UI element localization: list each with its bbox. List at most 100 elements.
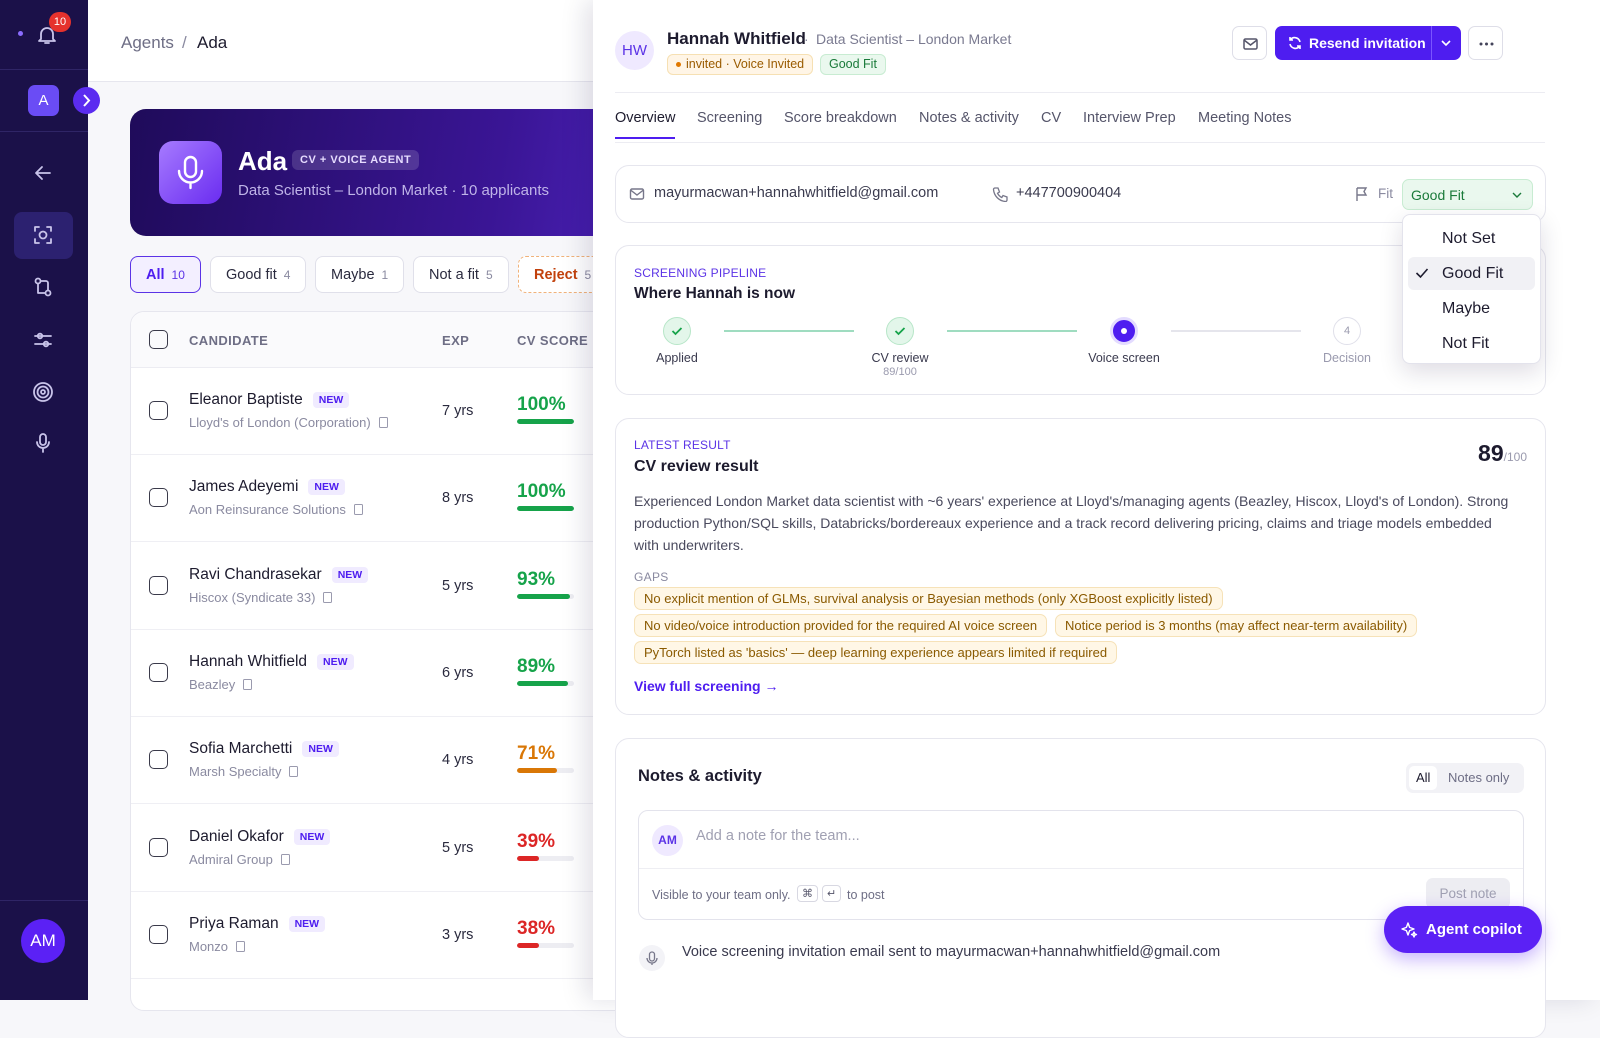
candidate-name: Daniel Okafor (189, 827, 284, 845)
new-badge: NEW (331, 566, 369, 583)
score-bar (517, 768, 558, 774)
name-line: Hannah Whitfield NEW (189, 653, 354, 671)
post-note-button[interactable]: Post note (1426, 878, 1510, 909)
note-input[interactable]: Add a note for the team... (696, 828, 860, 844)
filter-notes-only[interactable]: Notes only (1448, 770, 1510, 785)
table-row[interactable]: Ravi Chandrasekar NEW Hiscox (Syndicate 33… (131, 543, 631, 630)
logo-dot (18, 31, 23, 36)
candidate-name: Sofia Marchetti (189, 740, 293, 758)
score: 89 (1478, 440, 1504, 466)
pipeline-steps: Applied CV review 89/100 Voice screen 4 Decis… (616, 306, 1547, 386)
composer-avatar: AM (652, 825, 683, 856)
filter-all[interactable]: All (1409, 766, 1438, 790)
voice-icon[interactable] (32, 432, 54, 454)
email[interactable]: mayurmacwan+hannahwhitfield@gmail.com (654, 185, 939, 201)
screening-icon[interactable] (32, 224, 54, 246)
filter-button[interactable]: Not a fit 5 (413, 256, 509, 293)
step-dot (886, 317, 914, 345)
step-dot (1110, 317, 1138, 345)
copilot-button[interactable]: Agent copilot (1384, 906, 1542, 953)
copilot-label: Agent copilot (1426, 921, 1522, 938)
cv-icon (280, 853, 290, 865)
filter-bar: All 10 Good fit 4 Maybe 1 Not a fit 5 Reject 5 (130, 256, 610, 294)
table-row[interactable]: Priya Raman NEW Monzo 3 yrs 38% (131, 892, 631, 979)
fit-option[interactable]: Good Fit (1408, 257, 1535, 290)
filter-count: 5 (485, 267, 493, 282)
row-checkbox[interactable] (149, 575, 168, 595)
fit-select[interactable]: Good Fit (1402, 179, 1533, 210)
more-button[interactable] (1468, 26, 1503, 60)
row-checkbox[interactable] (149, 488, 168, 508)
cv-icon (323, 591, 333, 603)
tab[interactable]: Score breakdown (784, 110, 897, 126)
filter-button[interactable]: Maybe 1 (315, 256, 405, 293)
experience: 8 yrs (442, 490, 474, 507)
divider (0, 69, 88, 70)
company: Admiral Group (189, 851, 273, 867)
table-row[interactable]: Hannah Whitfield NEW Beazley 6 yrs 89% (131, 630, 631, 717)
sidebar: 10 A AM (0, 0, 100, 1000)
activity-text: Voice screening invitation email sent to… (682, 944, 1221, 960)
breadcrumb-parent[interactable]: Agents (121, 33, 174, 52)
tab[interactable]: Meeting Notes (1198, 110, 1292, 126)
experience: 3 yrs (442, 926, 474, 943)
candidate-table: CANDIDATE EXP CV SCORE Eleanor Baptiste N… (130, 311, 631, 1011)
resend-button[interactable]: Resend invitation (1275, 26, 1461, 60)
row-checkbox[interactable] (149, 662, 168, 682)
fit-option[interactable]: Not Fit (1408, 327, 1535, 360)
name-line: Sofia Marchetti NEW (189, 740, 339, 758)
filter-button[interactable]: All 10 (130, 256, 201, 293)
table-row[interactable]: James Adeyemi NEW Aon Reinsurance Solution… (131, 455, 631, 543)
filter-count: 4 (283, 267, 291, 282)
notes-title: Notes & activity (638, 767, 762, 785)
tab[interactable]: Overview (615, 110, 676, 139)
name-line: Eleanor Baptiste NEW (189, 391, 350, 409)
cv-score: 71% (517, 743, 556, 765)
bell-icon[interactable] (36, 24, 58, 46)
status-chip: invited · Voice Invited (667, 54, 814, 75)
pipeline-icon[interactable] (32, 276, 54, 298)
company: Aon Reinsurance Solutions (189, 502, 346, 518)
email-button[interactable] (1232, 26, 1267, 60)
row-checkbox[interactable] (149, 837, 168, 857)
row-checkbox[interactable] (149, 750, 168, 770)
table-header (131, 312, 631, 368)
table-row[interactable]: Daniel Okafor NEW Admiral Group 5 yrs 39% (131, 805, 631, 892)
tab[interactable]: Screening (697, 110, 763, 126)
score-bar (517, 506, 574, 512)
expand-button[interactable] (73, 87, 100, 114)
company: Beazley (189, 676, 236, 692)
workspace-avatar[interactable]: A (28, 85, 59, 116)
fit-option[interactable]: Not Set (1408, 222, 1535, 255)
filter-button[interactable]: Good fit 4 (210, 256, 307, 293)
user-avatar[interactable]: AM (21, 919, 65, 963)
filter-label: Reject (534, 266, 578, 283)
view-screening-link[interactable]: View full screening → (634, 678, 779, 694)
score-track (517, 942, 574, 948)
select-all[interactable] (149, 330, 168, 349)
pipeline-title: Where Hannah is now (634, 285, 796, 302)
settings-icon[interactable] (32, 329, 54, 351)
tab[interactable]: CV (1041, 110, 1062, 126)
new-badge: NEW (302, 741, 339, 758)
phone[interactable]: +447700900404 (1016, 185, 1122, 201)
tab[interactable]: Interview Prep (1083, 110, 1176, 126)
score-track (517, 506, 574, 512)
back-icon[interactable] (32, 162, 54, 184)
fit-chip: Good Fit (820, 54, 886, 75)
row-checkbox[interactable] (149, 924, 168, 944)
gap-chip: No explicit mention of GLMs, survival an… (634, 587, 1223, 610)
resend-label: Resend invitation (1309, 35, 1426, 51)
target-icon[interactable] (32, 381, 54, 403)
name-line: Daniel Okafor NEW (189, 827, 331, 846)
gaps-label: GAPS (634, 570, 669, 584)
table-row[interactable]: Sofia Marchetti NEW Marsh Specialty 4 yrs 71… (131, 717, 631, 805)
table-row[interactable]: Eleanor Baptiste NEW Lloyd's of London (Co… (131, 368, 631, 455)
tab[interactable]: Notes & activity (919, 110, 1019, 126)
agent-card: Ada CV + VOICE AGENT Data Scientist – Lo… (130, 109, 650, 236)
nav-active[interactable] (14, 212, 73, 259)
fit-option[interactable]: Maybe (1408, 292, 1535, 325)
name-line: James Adeyemi NEW (189, 478, 345, 496)
row-checkbox[interactable] (149, 401, 168, 420)
separator: · (804, 31, 809, 47)
